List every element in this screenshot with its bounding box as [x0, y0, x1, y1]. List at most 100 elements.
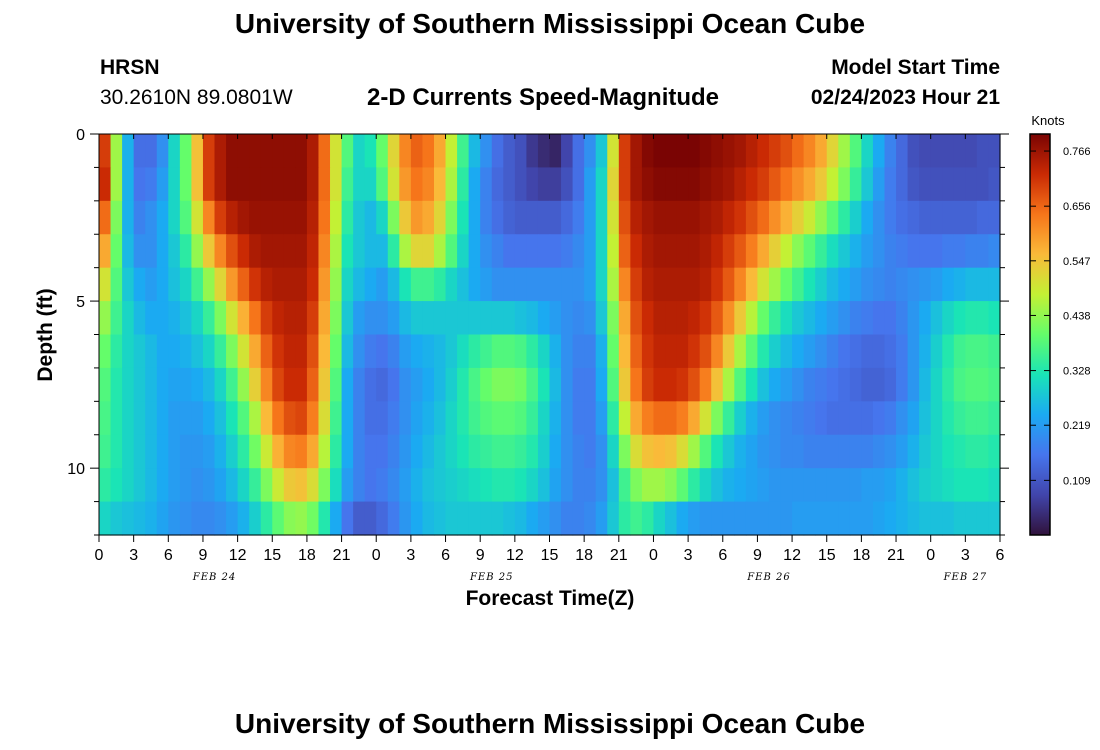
- heat-cell: [907, 468, 920, 503]
- heat-cell: [306, 167, 320, 202]
- heat-cell: [110, 367, 123, 402]
- heat-cell: [122, 367, 135, 402]
- heat-cell: [722, 234, 735, 269]
- heat-cell: [768, 434, 782, 469]
- heat-cell: [480, 267, 493, 302]
- heat-cell: [965, 234, 978, 269]
- heat-cell: [699, 468, 712, 503]
- heat-cell: [896, 434, 909, 469]
- heat-cell: [872, 501, 886, 536]
- heat-cell: [699, 301, 712, 336]
- heat-cell: [676, 267, 689, 302]
- heat-cell: [884, 167, 897, 202]
- heat-cell: [618, 267, 631, 302]
- heat-cell: [445, 367, 458, 402]
- heat-cell: [179, 167, 193, 202]
- heat-cell: [376, 401, 389, 436]
- heat-cell: [665, 401, 678, 436]
- heat-cell: [976, 334, 990, 369]
- heat-cell: [330, 401, 343, 436]
- heat-cell: [457, 134, 470, 169]
- heat-cell: [953, 334, 966, 369]
- heat-cell: [849, 234, 862, 269]
- heat-cell: [572, 301, 585, 336]
- heat-cell: [537, 401, 551, 436]
- heat-cell: [433, 267, 447, 302]
- heat-cell: [930, 367, 943, 402]
- heat-cell: [468, 334, 481, 369]
- heat-cell: [168, 434, 181, 469]
- heat-cell: [237, 434, 250, 469]
- heat-cell: [249, 334, 262, 369]
- heat-cell: [838, 134, 851, 169]
- heat-cell: [815, 134, 828, 169]
- heat-cell: [191, 301, 204, 336]
- heat-cell: [665, 434, 678, 469]
- heat-cell: [942, 334, 955, 369]
- heat-cell: [491, 401, 504, 436]
- heat-cell: [503, 167, 516, 202]
- heat-cell: [699, 200, 712, 235]
- colorbar: Knots 0.109 0.219 0.328 0.438 0.547 0.656 0.76…: [1029, 113, 1091, 536]
- heat-cell: [734, 267, 747, 302]
- heat-cell: [387, 468, 400, 503]
- heat-cell: [457, 468, 470, 503]
- heat-cell: [688, 134, 701, 169]
- heat-cell: [699, 367, 712, 402]
- heat-cell: [341, 501, 354, 536]
- heat-cell: [237, 167, 250, 202]
- heat-cell: [410, 267, 424, 302]
- heat-cell: [849, 200, 862, 235]
- heat-cell: [537, 301, 551, 336]
- heat-cell: [341, 367, 354, 402]
- heat-cell: [988, 468, 1001, 503]
- heat-cell: [433, 167, 447, 202]
- heat-cell: [676, 401, 689, 436]
- heat-cell: [145, 234, 158, 269]
- heat-cell: [930, 434, 943, 469]
- heat-cell: [318, 334, 331, 369]
- heat-cell: [768, 167, 782, 202]
- heat-cell: [237, 134, 250, 169]
- heat-cell: [237, 367, 250, 402]
- heat-cell: [803, 434, 816, 469]
- heat-cell: [792, 134, 805, 169]
- heat-cell: [919, 267, 932, 302]
- heat-cell: [780, 367, 793, 402]
- heat-cell: [156, 501, 169, 536]
- heat-cell: [514, 267, 527, 302]
- heat-cell: [872, 401, 886, 436]
- colorbar-tick-label: 0.656: [1063, 201, 1091, 213]
- heat-cell: [364, 267, 377, 302]
- heat-cell: [919, 134, 932, 169]
- heat-cell: [653, 267, 666, 302]
- heat-cell: [318, 134, 331, 169]
- heat-cell: [838, 234, 851, 269]
- heat-cell: [376, 301, 389, 336]
- x-tick-label: 0: [926, 547, 935, 564]
- heat-cell: [341, 200, 354, 235]
- heat-cell: [514, 401, 527, 436]
- heat-cell: [122, 200, 135, 235]
- heat-cell: [295, 301, 308, 336]
- heat-cell: [122, 468, 135, 503]
- heat-cell: [561, 401, 574, 436]
- heat-cell: [930, 200, 943, 235]
- heat-cell: [849, 468, 862, 503]
- heat-cell: [907, 334, 920, 369]
- heat-cell: [780, 334, 793, 369]
- heat-cell: [353, 134, 366, 169]
- heat-cell: [156, 367, 169, 402]
- heat-cell: [145, 401, 158, 436]
- heat-cell: [376, 200, 389, 235]
- heat-cell: [353, 267, 366, 302]
- heat-cell: [133, 501, 146, 536]
- heat-cell: [618, 468, 631, 503]
- heat-cell: [734, 401, 747, 436]
- axes: 0 3 6 9 12 15 18 21 0 3 6 9 12 15 18 21 0 3 6 9 12 15 18 21 0 3 6F…: [67, 127, 1009, 583]
- heat-cell: [387, 434, 400, 469]
- heat-cell: [457, 301, 470, 336]
- heat-cell: [260, 434, 273, 469]
- heat-cell: [780, 167, 793, 202]
- heat-cell: [410, 134, 424, 169]
